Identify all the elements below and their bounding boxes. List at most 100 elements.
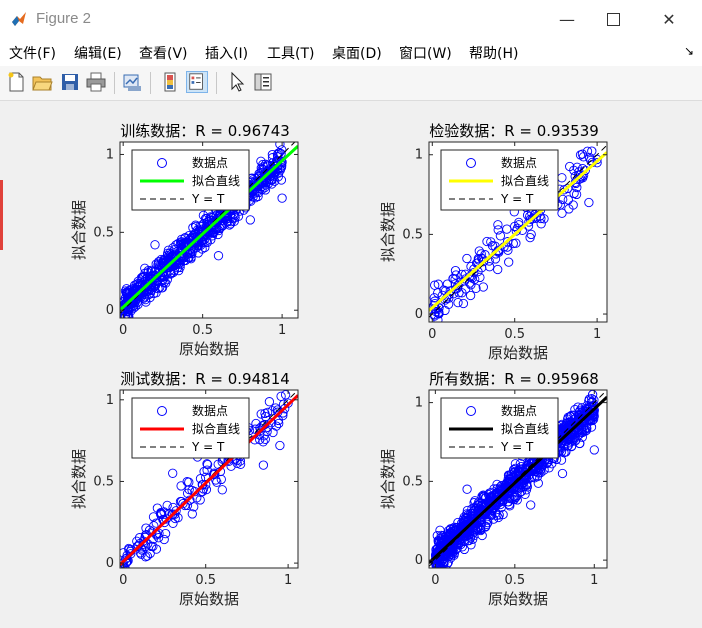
menu-view[interactable]: 查看(V): [139, 46, 188, 62]
data-point: [447, 535, 458, 545]
data-point: [160, 528, 171, 539]
data-point: [557, 468, 568, 479]
data-point: [132, 298, 142, 308]
data-point: [536, 460, 547, 470]
legend-marker: [466, 406, 476, 416]
data-point: [267, 153, 278, 163]
data-point: [433, 315, 443, 322]
data-point: [268, 427, 278, 438]
minimize-button[interactable]: —: [544, 0, 590, 38]
data-point: [474, 246, 484, 256]
x-tick-label: 1: [278, 323, 286, 338]
data-point: [465, 290, 476, 301]
subplot-4: 00 0.5 0.5 1 1 所有数据：R = 0.95968 原始数据 拟合数据 数据点拟合直…: [379, 370, 608, 608]
data-point: [437, 546, 447, 556]
data-point: [440, 305, 450, 316]
data-point: [255, 434, 265, 445]
data-point: [258, 460, 269, 470]
data-point: [140, 268, 150, 278]
data-point: [132, 536, 142, 546]
data-point: [202, 459, 213, 470]
data-point: [142, 551, 152, 561]
save-icon[interactable]: [59, 71, 81, 93]
data-point: [262, 407, 273, 418]
data-point: [145, 288, 156, 298]
plot-area: [120, 390, 298, 568]
data-point: [429, 293, 439, 303]
data-point: [213, 215, 224, 225]
legend-label-points: 数据点: [192, 403, 228, 418]
menu-file[interactable]: 文件(F): [9, 46, 56, 62]
data-point: [515, 458, 526, 469]
insert-colorbar-icon[interactable]: [159, 71, 181, 93]
data-point: [168, 509, 178, 519]
data-point: [492, 479, 502, 490]
menu-edit[interactable]: 编辑(E): [74, 46, 122, 62]
x-tick-label: 0.5: [195, 573, 216, 588]
y-tick-label: 1: [415, 148, 423, 163]
data-point: [470, 524, 481, 534]
data-point: [592, 158, 602, 168]
data-point: [539, 214, 549, 224]
close-icon: ✕: [662, 9, 676, 29]
data-point: [585, 415, 596, 426]
menu-window[interactable]: 窗口(W): [399, 46, 452, 62]
window-title: Figure 2: [36, 10, 92, 27]
data-point: [467, 529, 478, 539]
data-point: [151, 270, 161, 281]
data-point: [429, 309, 440, 320]
pointer-icon[interactable]: [226, 71, 248, 93]
data-point: [493, 245, 503, 255]
menu-help[interactable]: 帮助(H): [469, 46, 519, 62]
menu-overflow-icon[interactable]: ↘: [683, 44, 694, 58]
new-figure-icon[interactable]: [5, 71, 27, 93]
fit-line: [120, 144, 298, 312]
close-button[interactable]: ✕: [646, 0, 692, 38]
maximize-button[interactable]: [590, 0, 636, 38]
data-point: [462, 253, 472, 264]
data-point: [453, 297, 463, 308]
data-point: [187, 509, 197, 519]
x-tick-label: 0.5: [504, 573, 525, 588]
toolbar-separator: [216, 72, 217, 94]
y-axis-label: 拟合数据: [379, 202, 397, 262]
print-icon[interactable]: [85, 71, 107, 93]
data-point: [560, 424, 570, 434]
data-point: [457, 542, 467, 552]
open-folder-icon[interactable]: [31, 71, 53, 93]
menu-insert[interactable]: 插入(I): [205, 46, 249, 62]
y-tick-label: 0.5: [93, 474, 114, 489]
data-point: [439, 560, 449, 568]
data-point: [477, 530, 487, 541]
data-point: [498, 509, 508, 520]
x-axis-label: 原始数据: [488, 344, 548, 362]
data-point: [159, 534, 169, 545]
data-point: [459, 544, 470, 555]
menu-desktop[interactable]: 桌面(D): [332, 46, 382, 62]
insert-legend-button[interactable]: [186, 71, 208, 93]
subplot-title: 所有数据：R = 0.95968: [429, 370, 599, 388]
data-point: [569, 188, 579, 199]
link-plot-icon[interactable]: [121, 71, 143, 93]
data-point: [561, 419, 571, 429]
data-point: [536, 219, 546, 229]
x-axis-label: 原始数据: [179, 590, 239, 608]
data-point: [184, 477, 194, 487]
data-point: [275, 440, 285, 451]
y-tick-label: 1: [415, 396, 423, 411]
data-point: [510, 221, 520, 232]
data-point: [503, 497, 514, 507]
subplot-2: 00 0.5 0.5 1 1 检验数据：R = 0.93539 原始数据 拟合数据 数据点拟合直…: [379, 122, 608, 362]
property-inspector-icon[interactable]: [252, 71, 274, 93]
data-point: [277, 157, 287, 167]
data-point: [213, 251, 224, 261]
data-point: [202, 465, 212, 475]
menu-tools[interactable]: 工具(T): [267, 46, 315, 62]
legend-marker: [466, 158, 476, 168]
data-point: [121, 298, 132, 309]
